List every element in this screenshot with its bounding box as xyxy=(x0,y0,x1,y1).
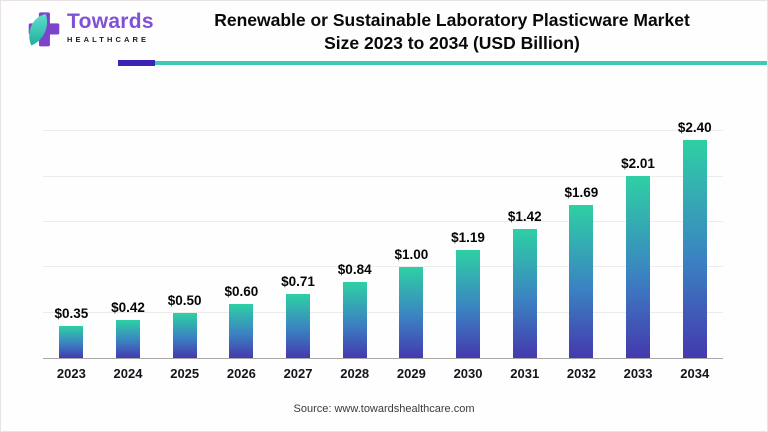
x-axis-label: 2031 xyxy=(510,366,540,381)
bar-column: $1.69 xyxy=(553,185,610,358)
bar-column: $1.00 xyxy=(383,247,440,358)
brand-subtitle-text: HEALTHCARE xyxy=(67,35,150,44)
bar-value-label: $0.71 xyxy=(281,273,315,289)
bar xyxy=(116,319,140,358)
bar-value-label: $0.42 xyxy=(111,299,145,315)
brand-name-text: Towards xyxy=(67,10,154,33)
bar-column: $0.50 xyxy=(156,293,213,358)
x-axis-label: 2032 xyxy=(566,366,596,381)
bar-value-label: $2.01 xyxy=(621,155,655,171)
x-axis-label: 2025 xyxy=(170,366,200,381)
x-axis-label: 2024 xyxy=(113,366,143,381)
bar-column: $2.40 xyxy=(666,120,723,358)
x-axis-label: 2029 xyxy=(396,366,426,381)
bar xyxy=(569,204,594,358)
bar xyxy=(399,267,424,358)
bar-value-label: $0.50 xyxy=(167,292,202,308)
bar xyxy=(229,303,254,358)
bar xyxy=(172,312,197,358)
bar xyxy=(626,175,651,358)
bar xyxy=(512,229,537,358)
bar-value-label: $1.42 xyxy=(507,209,542,225)
bar-column: $1.19 xyxy=(440,230,497,358)
years-row: 2023 2024 2025 2026 2027 2028 2029 2030 2031 2032… xyxy=(43,366,723,381)
chart-title-line2: Size 2023 to 2034 (USD Billion) xyxy=(324,33,580,54)
gridline xyxy=(43,266,723,268)
gridlines-layer xyxy=(43,113,723,358)
gridline xyxy=(43,220,723,222)
bar xyxy=(342,281,367,358)
bar xyxy=(682,140,707,358)
bar-value-label: $0.60 xyxy=(224,283,259,299)
gridline xyxy=(43,311,723,313)
bar-column: $0.35 xyxy=(43,306,100,358)
x-axis-label: 2026 xyxy=(226,366,256,381)
bar-value-label: $0.84 xyxy=(337,261,372,277)
gridline xyxy=(43,130,723,132)
gridline xyxy=(43,175,723,177)
bar-column: $0.42 xyxy=(100,300,157,358)
title-underline-purple-segment xyxy=(118,59,155,66)
bar-column: $0.84 xyxy=(326,262,383,358)
bar-column: $0.60 xyxy=(213,284,270,358)
bar-chart: $0.35 $0.42 $0.50 $0.60 $0.71 $0.84 $1.00 $1.19… xyxy=(43,113,723,381)
bar xyxy=(456,250,481,358)
title-underline-teal-segment xyxy=(155,60,767,65)
brand-logo: Towards HEALTHCARE xyxy=(27,8,154,54)
bar-value-label: $0.35 xyxy=(54,306,89,322)
brand-name: Towards HEALTHCARE xyxy=(67,11,154,44)
bar-column: $1.42 xyxy=(496,209,553,358)
x-axis-label: 2033 xyxy=(623,366,653,381)
healthcare-cross-leaf-icon xyxy=(27,8,61,54)
chart-title-line1: Renewable or Sustainable Laboratory Plas… xyxy=(214,10,690,30)
chart-title: Renewable or Sustainable Laboratory Plas… xyxy=(151,9,753,56)
x-axis-label: 2023 xyxy=(56,366,86,381)
source-attribution: Source: www.towardshealthcare.com xyxy=(293,403,475,415)
title-underline xyxy=(118,59,767,66)
bar xyxy=(59,326,84,358)
x-axis-label: 2027 xyxy=(283,366,313,381)
bars-row: $0.35 $0.42 $0.50 $0.60 $0.71 $0.84 $1.00 $1.19… xyxy=(43,113,723,358)
plot-area: $0.35 $0.42 $0.50 $0.60 $0.71 $0.84 $1.00 $1.19… xyxy=(43,113,723,359)
bar-column: $2.01 xyxy=(610,156,667,358)
bar xyxy=(286,293,311,358)
x-axis-label: 2034 xyxy=(680,366,710,381)
bar-value-label: $1.00 xyxy=(394,247,429,263)
x-axis-label: 2030 xyxy=(453,366,483,381)
bar-column: $0.71 xyxy=(270,274,327,358)
bar-value-label: $2.40 xyxy=(677,120,712,136)
bar-value-label: $1.19 xyxy=(451,230,485,246)
bar-value-label: $1.69 xyxy=(564,184,599,200)
x-axis-label: 2028 xyxy=(340,366,370,381)
